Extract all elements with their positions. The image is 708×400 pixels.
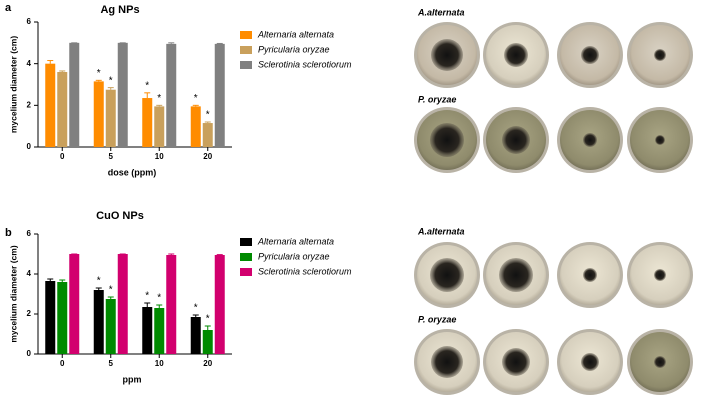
photo-row-label: P. oryzae [418,314,456,324]
bar [142,307,153,354]
bar [214,255,225,354]
x-axis-label: dose (ppm) [108,167,157,177]
bar [45,281,56,354]
photo-row-label: A.alternata [417,7,465,17]
y-tick-label: 4 [27,59,32,68]
legend-swatch [240,253,252,261]
significance-star: * [145,80,149,91]
significance-star: * [157,293,161,304]
significance-star: * [157,93,161,104]
bar [105,89,116,147]
bar [105,299,116,354]
legend-swatch [240,238,252,246]
legend-label: Alternaria alternata [257,236,334,246]
legend-label: Pyricularia oryzae [258,44,330,54]
panel-label: a [5,2,12,14]
bar [93,81,104,147]
bar [154,308,165,354]
bar [117,42,128,148]
bar [45,63,56,147]
x-tick-label: 5 [109,359,114,368]
y-tick-label: 2 [27,309,32,318]
y-tick-label: 6 [27,229,32,238]
colony [583,268,597,282]
legend-swatch [240,61,252,69]
bar [190,106,201,147]
bar [190,317,201,354]
chart-title: Ag NPs [100,4,139,16]
bar [202,330,213,354]
x-tick-label: 0 [60,359,65,368]
photo-row-label: P. oryzae [418,94,456,104]
legend-swatch [240,268,252,276]
significance-star: * [145,291,149,302]
y-tick-label: 0 [27,142,32,151]
colony [430,123,464,157]
colony [654,269,666,281]
colony [502,126,530,154]
colony [502,348,530,376]
legend-label: Pyricularia oryzae [258,251,330,261]
x-tick-label: 20 [203,359,212,368]
panel-label: b [5,227,12,239]
colony [655,135,665,145]
legend-label: Alternaria alternata [257,29,334,39]
colony [581,46,599,64]
bar [166,43,177,147]
significance-star: * [194,303,198,314]
significance-star: * [109,285,113,296]
photo-row-label: A.alternata [417,226,465,236]
chart-title: CuO NPs [96,210,144,222]
significance-star: * [194,93,198,104]
x-tick-label: 10 [155,152,164,161]
significance-star: * [97,68,101,79]
colony [581,353,599,371]
y-tick-label: 0 [27,349,32,358]
bar [214,43,225,147]
colony [430,258,464,292]
y-tick-label: 4 [27,269,32,278]
significance-star: * [206,314,210,325]
colony [654,356,666,368]
legend-label: Sclerotinia sclerotiorum [258,266,352,276]
bar [154,106,165,147]
legend-swatch [240,46,252,54]
bar [69,254,80,354]
bar [166,255,177,354]
bar [93,290,104,354]
y-axis-label: mycelium diameter (cm) [8,36,18,133]
colony [431,39,463,71]
bar [117,254,128,354]
colony [583,133,597,147]
bar [202,123,213,147]
x-tick-label: 5 [109,152,114,161]
significance-star: * [109,75,113,86]
bar [57,72,68,147]
legend-swatch [240,31,252,39]
colony [499,258,533,292]
colony [431,346,463,378]
y-axis-label: mycelium diameter (cm) [8,245,18,342]
x-tick-label: 10 [155,359,164,368]
significance-star: * [206,110,210,121]
bar [57,282,68,354]
bar [142,98,153,147]
colony [654,49,666,61]
significance-star: * [97,276,101,287]
bar [69,42,80,148]
y-tick-label: 2 [27,100,32,109]
x-tick-label: 20 [203,152,212,161]
x-axis-label: ppm [123,374,142,384]
colony [504,43,528,67]
x-tick-label: 0 [60,152,65,161]
y-tick-label: 6 [27,17,32,26]
legend-label: Sclerotinia sclerotiorum [258,59,352,69]
